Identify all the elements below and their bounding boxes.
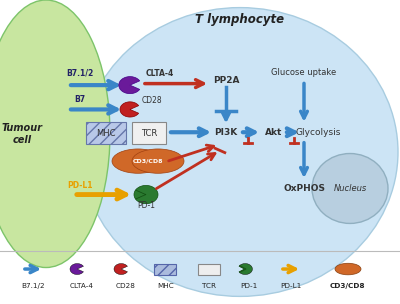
Text: B7: B7 xyxy=(74,95,86,104)
Ellipse shape xyxy=(82,8,398,296)
Ellipse shape xyxy=(0,0,110,268)
Text: TCR: TCR xyxy=(202,283,216,289)
Ellipse shape xyxy=(112,149,164,173)
FancyBboxPatch shape xyxy=(86,122,126,144)
Text: PI3K: PI3K xyxy=(214,128,238,137)
Text: MHC: MHC xyxy=(157,283,174,289)
FancyBboxPatch shape xyxy=(154,264,176,275)
Text: B7.1/2: B7.1/2 xyxy=(21,283,45,289)
Text: Glucose uptake: Glucose uptake xyxy=(271,68,337,78)
Wedge shape xyxy=(114,264,128,275)
Text: Glycolysis: Glycolysis xyxy=(295,128,341,137)
Text: TCR: TCR xyxy=(141,129,157,137)
Ellipse shape xyxy=(335,263,361,275)
Text: CD28: CD28 xyxy=(142,96,163,105)
Text: PD-L1: PD-L1 xyxy=(280,283,302,289)
Text: PD-L1: PD-L1 xyxy=(67,181,93,190)
Ellipse shape xyxy=(312,154,388,223)
Text: Akt: Akt xyxy=(265,128,283,137)
Text: T lymphocyte: T lymphocyte xyxy=(196,13,284,26)
Text: OxPHOS: OxPHOS xyxy=(283,184,325,193)
Text: Tumour
cell: Tumour cell xyxy=(2,123,42,145)
Wedge shape xyxy=(136,185,158,204)
Text: CD3/CD8: CD3/CD8 xyxy=(330,283,365,289)
FancyBboxPatch shape xyxy=(132,122,166,144)
Text: B7.1/2: B7.1/2 xyxy=(66,68,94,78)
Text: PD-1: PD-1 xyxy=(137,201,155,210)
Text: CD3/CD8: CD3/CD8 xyxy=(133,159,163,164)
Wedge shape xyxy=(70,264,84,275)
Wedge shape xyxy=(239,264,252,275)
Text: CD28: CD28 xyxy=(115,283,135,289)
Text: PD-1: PD-1 xyxy=(240,283,258,289)
Text: MHC: MHC xyxy=(96,129,116,137)
Text: PP2A: PP2A xyxy=(213,76,239,85)
Wedge shape xyxy=(134,190,146,199)
FancyBboxPatch shape xyxy=(198,264,220,275)
Text: Nucleus: Nucleus xyxy=(333,184,367,193)
Wedge shape xyxy=(119,77,140,94)
Wedge shape xyxy=(120,102,139,117)
Ellipse shape xyxy=(132,149,184,173)
Text: CLTA-4: CLTA-4 xyxy=(146,68,174,78)
Text: CLTA-4: CLTA-4 xyxy=(69,283,93,289)
